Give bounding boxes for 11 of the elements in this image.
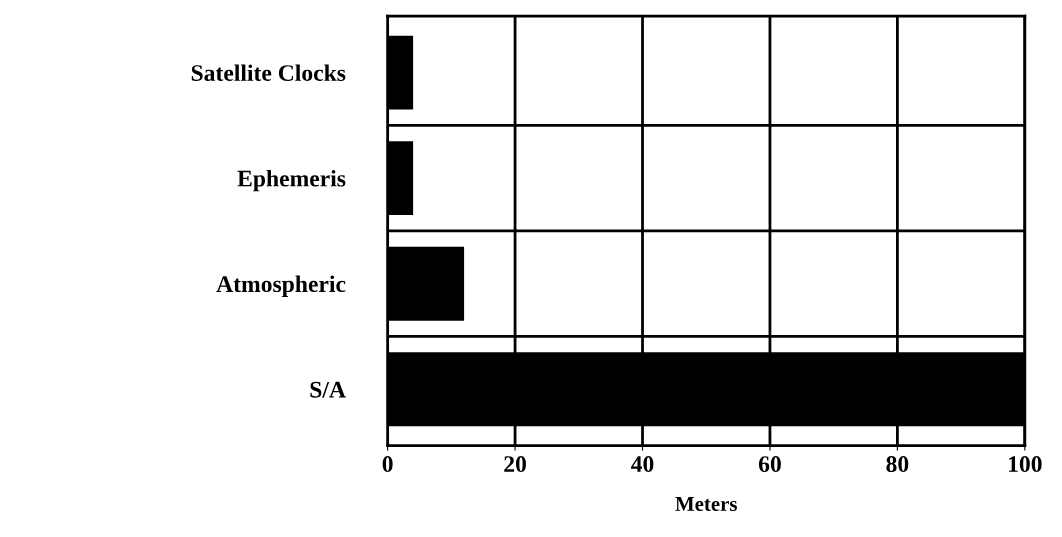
x-tick-label: 80	[886, 456, 909, 473]
x-tick-label: 100	[1009, 456, 1042, 473]
y-tick-label: S/A	[310, 381, 346, 398]
x-tick-label: 0	[382, 456, 393, 473]
x-tick-label: 20	[504, 456, 526, 473]
y-tick-label: Ephemeris	[237, 169, 346, 192]
y-tick-label: Atmospheric	[216, 275, 346, 297]
x-tick-label: 60	[758, 456, 781, 473]
x-tick-label: 40	[631, 456, 654, 473]
x-axis-title: Meters	[675, 497, 737, 511]
y-tick-label: Satellite Clocks	[191, 64, 346, 82]
